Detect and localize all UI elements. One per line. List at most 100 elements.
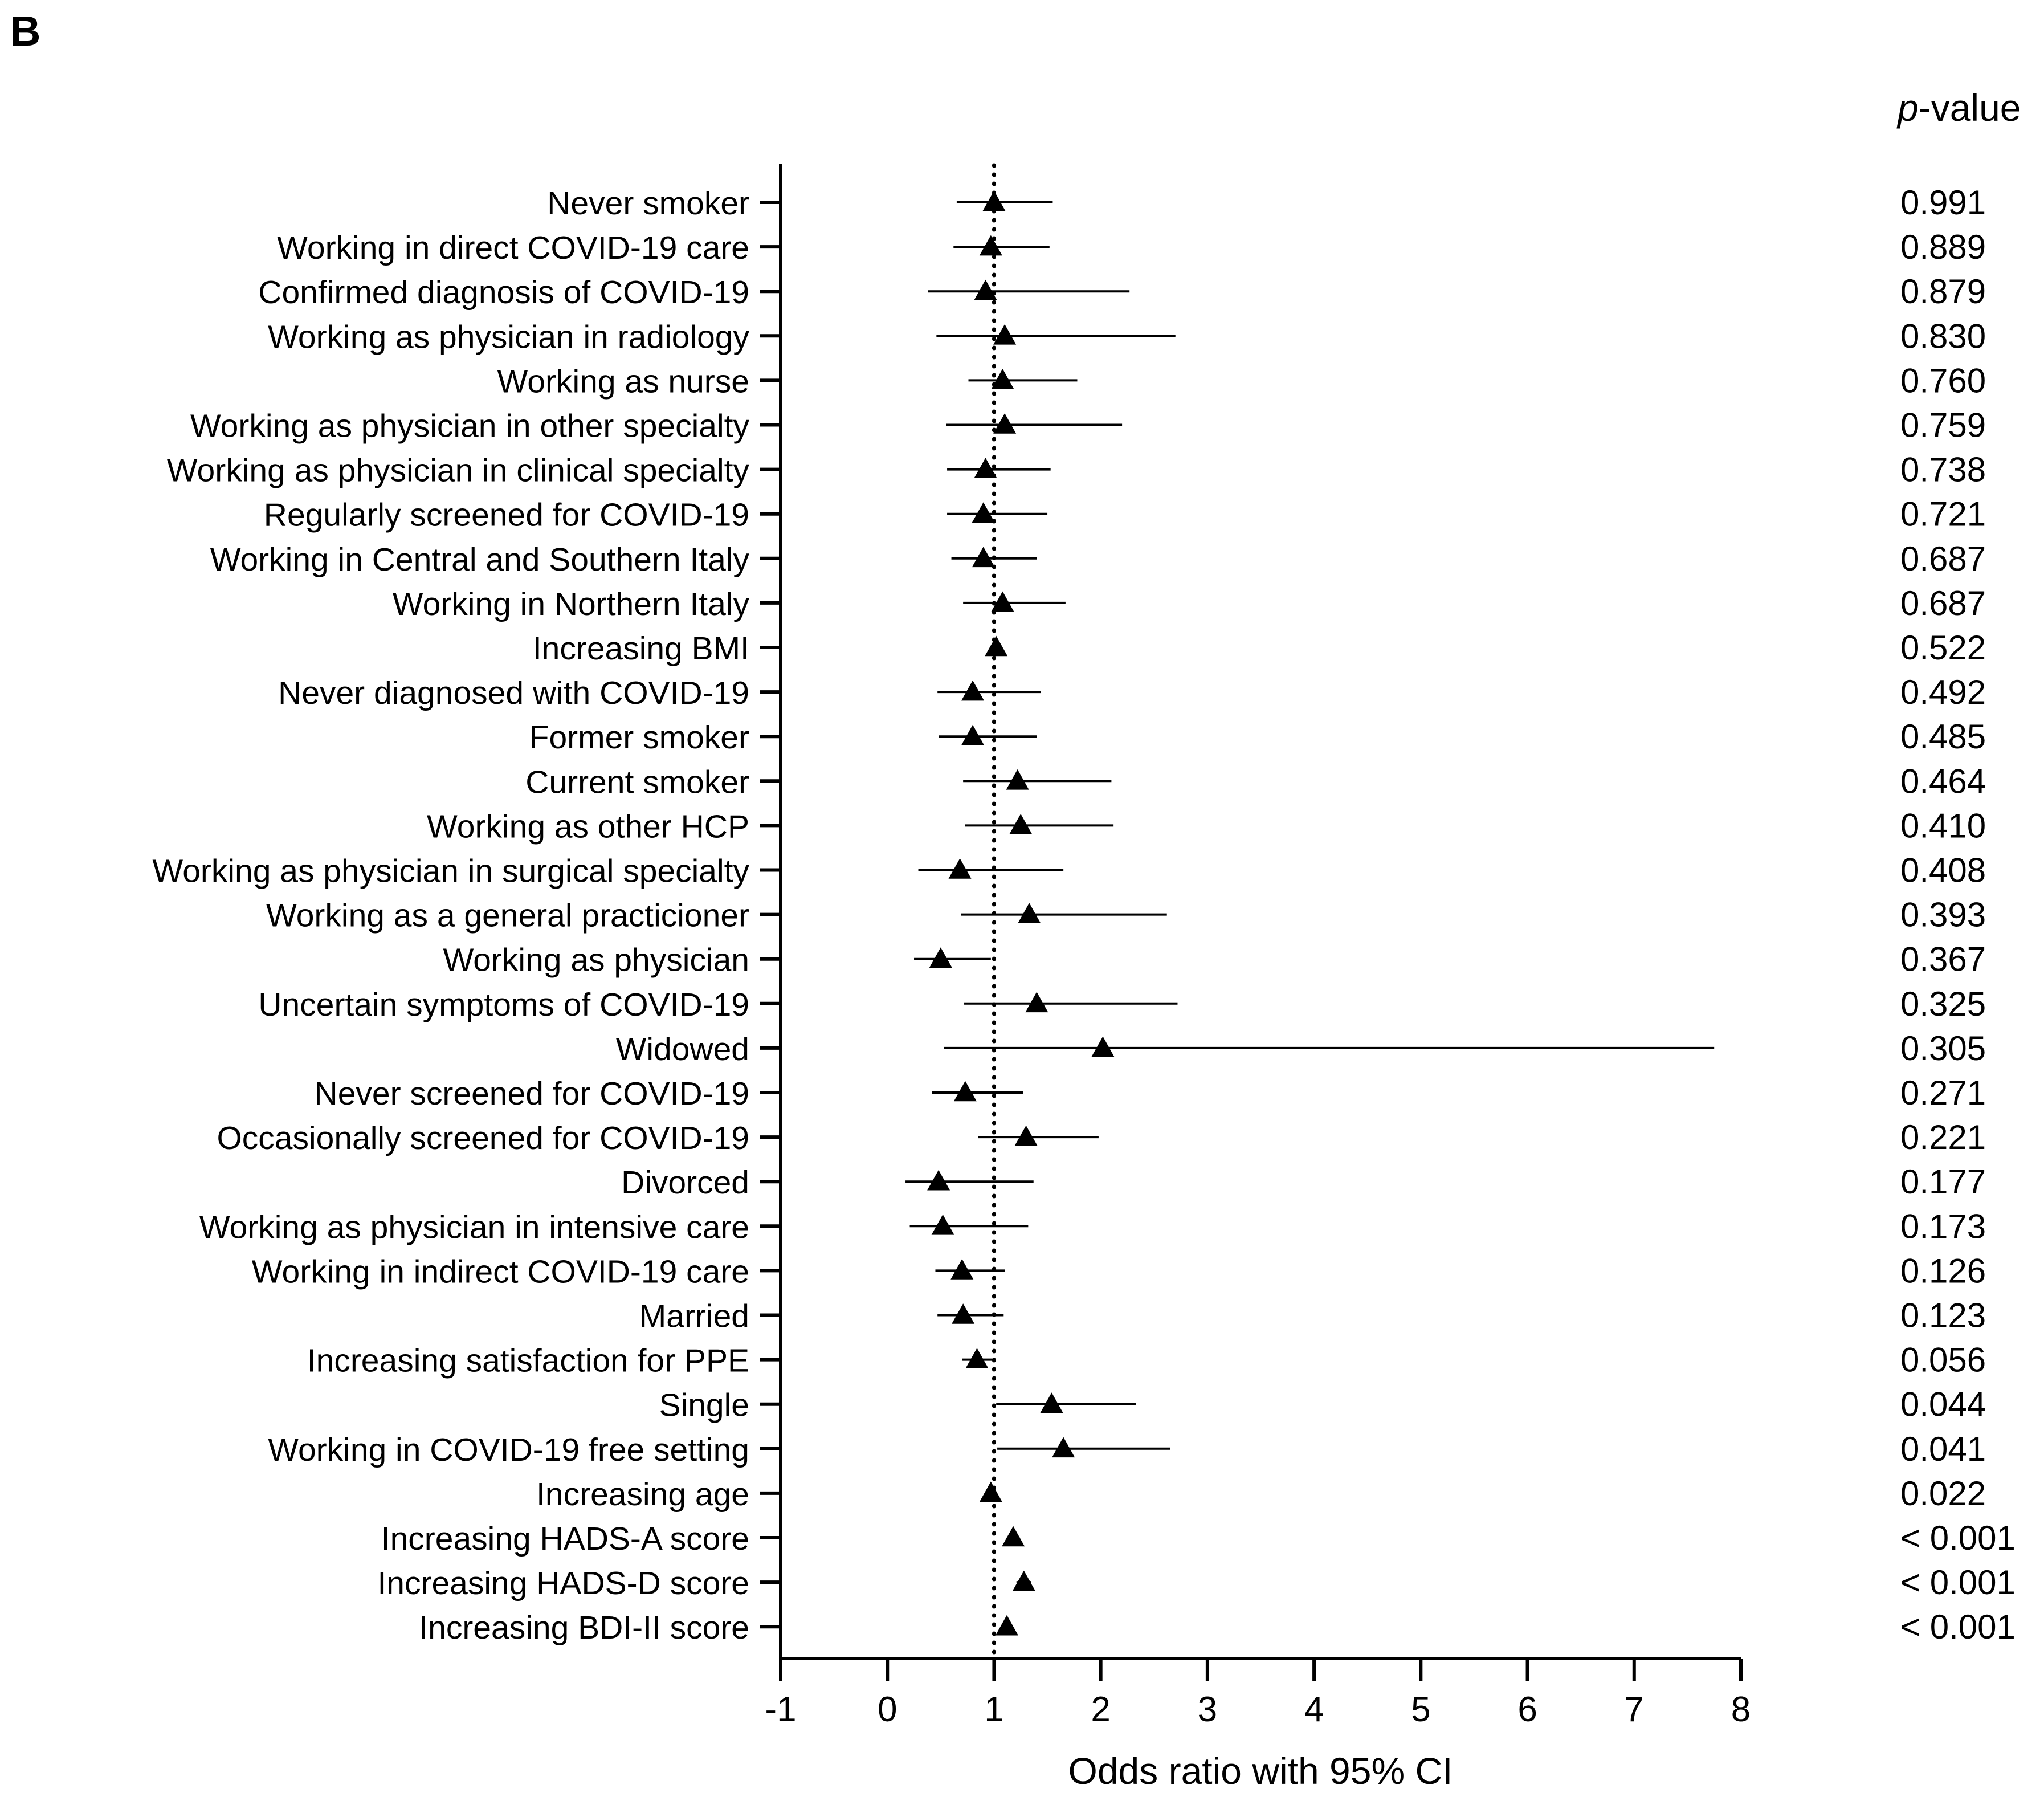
x-tick-label: 1 xyxy=(984,1690,1003,1729)
or-marker xyxy=(974,458,997,478)
or-marker xyxy=(991,369,1014,389)
p-value: 0.173 xyxy=(1900,1207,1986,1245)
row-label: Former smoker xyxy=(529,719,749,756)
or-marker xyxy=(931,1214,954,1235)
p-value: < 0.001 xyxy=(1900,1563,2016,1602)
row-label: Increasing HADS-D score xyxy=(377,1565,749,1602)
row-label: Working in direct COVID-19 care xyxy=(277,230,749,266)
or-marker xyxy=(972,547,995,568)
or-marker xyxy=(929,947,952,968)
p-value: 0.687 xyxy=(1900,584,1986,622)
p-value: 0.760 xyxy=(1900,361,1986,400)
row-label: Working as physician in radiology xyxy=(268,319,749,355)
or-marker xyxy=(979,1481,1002,1502)
panel-label: B xyxy=(10,7,40,55)
row-label: Current smoker xyxy=(525,764,749,800)
or-marker xyxy=(993,324,1017,345)
p-value: 0.325 xyxy=(1900,985,1986,1023)
or-marker xyxy=(1025,992,1048,1013)
p-value: 0.393 xyxy=(1900,896,1986,934)
row-label: Working in Northern Italy xyxy=(393,586,750,622)
p-value: 0.759 xyxy=(1900,406,1986,445)
p-value: 0.305 xyxy=(1900,1029,1986,1067)
or-marker xyxy=(1006,769,1029,790)
row-label: Working as nurse xyxy=(497,363,749,400)
row-label: Working in Central and Southern Italy xyxy=(210,541,750,578)
or-marker xyxy=(1052,1437,1075,1458)
pvalue-header: p-value xyxy=(1896,87,2021,129)
or-marker xyxy=(972,502,995,523)
p-value: 0.022 xyxy=(1900,1474,1986,1513)
p-value: 0.126 xyxy=(1900,1252,1986,1290)
x-tick-label: 8 xyxy=(1731,1690,1751,1729)
or-marker xyxy=(985,635,1008,657)
row-label: Never smoker xyxy=(547,185,749,222)
x-tick-label: 2 xyxy=(1091,1690,1110,1729)
row-label: Working as physician in intensive care xyxy=(199,1209,749,1245)
or-marker xyxy=(1012,1570,1035,1591)
x-tick-label: 5 xyxy=(1411,1690,1430,1729)
row-label: Confirmed diagnosis of COVID-19 xyxy=(258,274,749,311)
or-marker xyxy=(974,279,997,300)
or-marker xyxy=(961,680,984,701)
row-label: Working in COVID-19 free setting xyxy=(268,1432,749,1468)
or-marker xyxy=(991,591,1014,612)
row-label: Never screened for COVID-19 xyxy=(315,1075,749,1112)
p-value: 0.044 xyxy=(1900,1386,1986,1424)
row-label: Working as physician in clinical special… xyxy=(167,453,750,489)
or-marker xyxy=(948,858,972,879)
row-label: Working as physician in surgical special… xyxy=(152,853,749,890)
p-value: 0.410 xyxy=(1900,806,1986,845)
or-marker xyxy=(1002,1526,1025,1547)
p-value: 0.485 xyxy=(1900,718,1986,756)
row-label: Married xyxy=(639,1298,749,1335)
row-label: Increasing age xyxy=(536,1476,749,1513)
row-label: Increasing BMI xyxy=(533,630,749,667)
x-tick-label: 0 xyxy=(878,1690,897,1729)
row-label: Working as other HCP xyxy=(427,808,749,845)
or-marker xyxy=(961,724,984,745)
x-tick-label: -1 xyxy=(765,1690,796,1729)
p-value: 0.738 xyxy=(1900,451,1986,489)
or-marker xyxy=(1014,1125,1038,1146)
row-label: Occasionally screened for COVID-19 xyxy=(217,1120,749,1156)
row-label: Uncertain symptoms of COVID-19 xyxy=(258,987,749,1023)
p-value: < 0.001 xyxy=(1900,1519,2016,1557)
or-marker xyxy=(982,190,1006,211)
row-label: Working as a general practicioner xyxy=(266,898,749,934)
p-value: 0.408 xyxy=(1900,851,1986,890)
or-marker xyxy=(993,413,1017,434)
pvalue-header-rest: -value xyxy=(1919,87,2021,129)
p-value: 0.721 xyxy=(1900,495,1986,533)
p-value: 0.879 xyxy=(1900,272,1986,311)
pvalue-header-italic: p xyxy=(1896,87,1919,129)
x-tick-label: 4 xyxy=(1304,1690,1324,1729)
row-label: Regularly screened for COVID-19 xyxy=(264,497,749,533)
x-tick-label: 6 xyxy=(1517,1690,1537,1729)
row-label: Increasing BDI-II score xyxy=(419,1610,749,1646)
p-value: 0.056 xyxy=(1900,1341,1986,1379)
p-value: 0.687 xyxy=(1900,540,1986,578)
or-marker xyxy=(965,1348,989,1368)
or-marker xyxy=(979,235,1002,256)
p-value: 0.464 xyxy=(1900,762,1986,800)
or-marker xyxy=(953,1081,977,1102)
p-value: 0.991 xyxy=(1900,184,1986,222)
x-tick-label: 3 xyxy=(1198,1690,1217,1729)
row-label: Increasing HADS-A score xyxy=(381,1521,749,1557)
p-value: 0.123 xyxy=(1900,1297,1986,1335)
p-value: < 0.001 xyxy=(1900,1608,2016,1646)
p-value: 0.177 xyxy=(1900,1163,1986,1201)
row-label: Single xyxy=(659,1387,749,1424)
or-marker xyxy=(952,1303,975,1324)
or-marker xyxy=(1009,814,1033,834)
x-axis-title: Odds ratio with 95% CI xyxy=(1068,1750,1453,1792)
p-value: 0.492 xyxy=(1900,673,1986,711)
row-label: Widowed xyxy=(616,1031,749,1067)
row-label: Never diagnosed with COVID-19 xyxy=(278,675,749,711)
x-tick-label: 7 xyxy=(1625,1690,1644,1729)
p-value: 0.830 xyxy=(1900,317,1986,355)
or-marker xyxy=(1040,1392,1063,1413)
or-marker xyxy=(1018,903,1041,923)
p-value: 0.221 xyxy=(1900,1118,1986,1156)
